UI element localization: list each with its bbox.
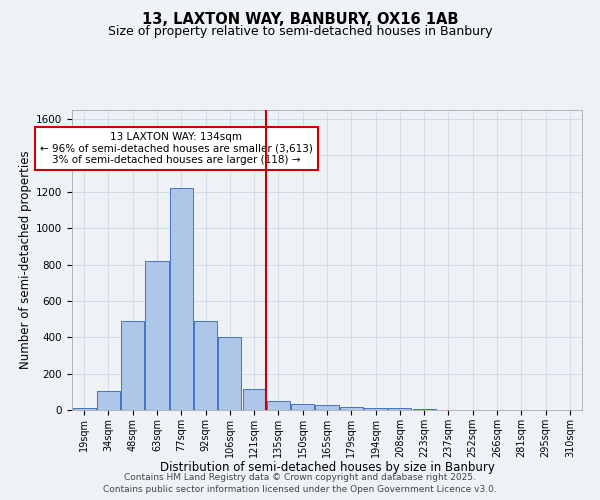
Bar — [194, 321, 217, 410]
Text: 13 LAXTON WAY: 134sqm
← 96% of semi-detached houses are smaller (3,613)
3% of se: 13 LAXTON WAY: 134sqm ← 96% of semi-deta… — [40, 132, 313, 165]
X-axis label: Distribution of semi-detached houses by size in Banbury: Distribution of semi-detached houses by … — [160, 462, 494, 474]
Bar — [388, 408, 412, 410]
Y-axis label: Number of semi-detached properties: Number of semi-detached properties — [19, 150, 32, 370]
Bar — [413, 409, 436, 410]
Bar — [97, 391, 120, 410]
Bar — [218, 338, 241, 410]
Bar — [145, 261, 169, 410]
Bar — [364, 408, 387, 410]
Bar — [340, 408, 363, 410]
Bar — [316, 404, 338, 410]
Bar — [267, 401, 290, 410]
Bar — [121, 321, 144, 410]
Bar — [291, 404, 314, 410]
Text: Size of property relative to semi-detached houses in Banbury: Size of property relative to semi-detach… — [108, 25, 492, 38]
Text: 13, LAXTON WAY, BANBURY, OX16 1AB: 13, LAXTON WAY, BANBURY, OX16 1AB — [142, 12, 458, 28]
Bar — [170, 188, 193, 410]
Bar — [73, 408, 95, 410]
Bar — [242, 389, 266, 410]
Text: Contains HM Land Registry data © Crown copyright and database right 2025.
Contai: Contains HM Land Registry data © Crown c… — [103, 472, 497, 494]
